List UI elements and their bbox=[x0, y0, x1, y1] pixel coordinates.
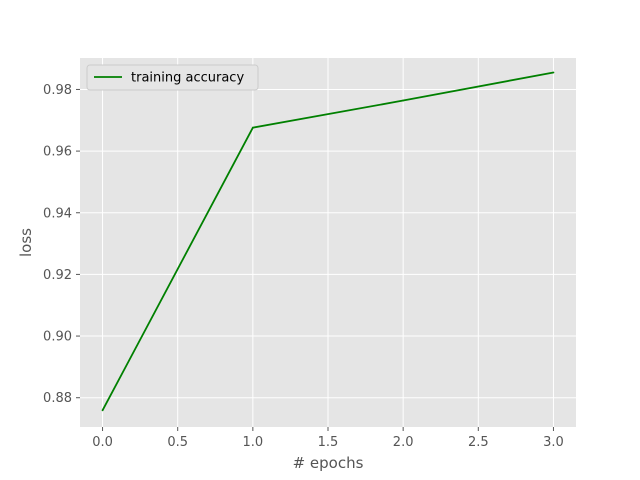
legend-box bbox=[86, 64, 259, 91]
data-point bbox=[402, 99, 405, 102]
data-point bbox=[552, 71, 555, 74]
x-tick-label: 1.0 bbox=[243, 435, 264, 450]
x-tick-label: 0.0 bbox=[92, 435, 113, 450]
y-tick-label: 0.96 bbox=[43, 145, 72, 160]
x-axis-label: # epochs bbox=[293, 454, 364, 472]
y-tick-label: 0.88 bbox=[43, 391, 72, 406]
y-tick-label: 0.94 bbox=[43, 206, 72, 221]
data-point bbox=[101, 409, 104, 412]
y-tick-label: 0.98 bbox=[43, 83, 72, 98]
series-line-training-accuracy bbox=[101, 71, 554, 411]
x-tick-label: 2.0 bbox=[393, 435, 414, 450]
legend: training accuracy bbox=[86, 64, 259, 91]
x-tick-label: 2.5 bbox=[468, 435, 489, 450]
y-tick-label: 0.90 bbox=[43, 330, 72, 345]
x-tick-label: 1.5 bbox=[318, 435, 339, 450]
data-point bbox=[251, 126, 254, 129]
legend-label-training-accuracy: training accuracy bbox=[131, 71, 244, 86]
ticks: 0.0 0.5 1.0 1.5 2.0 2.5 3.0 0.88 0.90 0.92 0.94 0.9… bbox=[43, 83, 564, 450]
x-tick-label: 0.5 bbox=[167, 435, 188, 450]
x-tick-label: 3.0 bbox=[543, 435, 564, 450]
y-axis-label: loss bbox=[17, 228, 35, 257]
series-layer bbox=[101, 71, 555, 412]
y-tick-label: 0.92 bbox=[43, 268, 72, 283]
